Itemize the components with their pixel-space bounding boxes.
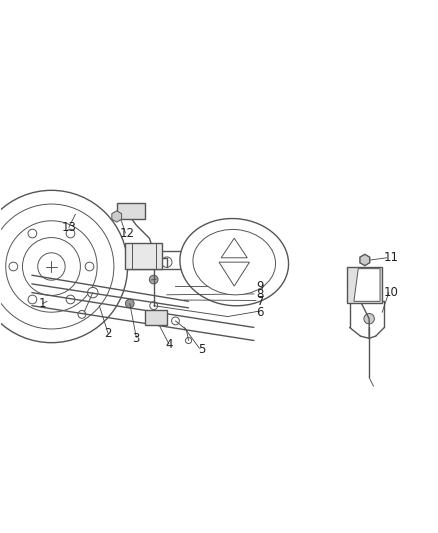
Circle shape — [189, 277, 196, 284]
Text: 12: 12 — [120, 228, 135, 240]
Text: 3: 3 — [133, 332, 140, 345]
Circle shape — [124, 206, 135, 216]
Circle shape — [231, 222, 238, 229]
Polygon shape — [347, 266, 382, 303]
Circle shape — [9, 262, 18, 271]
Circle shape — [28, 229, 37, 238]
Text: 11: 11 — [383, 251, 399, 264]
Circle shape — [231, 296, 238, 303]
Circle shape — [364, 313, 374, 324]
Polygon shape — [354, 269, 380, 301]
Circle shape — [85, 262, 94, 271]
Circle shape — [185, 337, 191, 344]
Text: 4: 4 — [165, 338, 173, 351]
Circle shape — [88, 287, 98, 298]
Circle shape — [189, 240, 196, 247]
Polygon shape — [360, 254, 370, 265]
Text: 9: 9 — [257, 280, 264, 293]
Polygon shape — [145, 310, 167, 325]
Circle shape — [362, 272, 368, 278]
Circle shape — [66, 295, 75, 304]
Circle shape — [361, 280, 369, 288]
Text: 7: 7 — [257, 295, 264, 308]
Circle shape — [125, 299, 134, 308]
Circle shape — [362, 257, 368, 263]
Circle shape — [66, 229, 75, 238]
Circle shape — [28, 295, 37, 304]
Text: 8: 8 — [257, 288, 264, 301]
Circle shape — [162, 257, 172, 268]
Ellipse shape — [193, 229, 276, 295]
Circle shape — [272, 240, 279, 247]
Circle shape — [0, 190, 127, 343]
Polygon shape — [125, 243, 162, 269]
Circle shape — [78, 310, 86, 318]
Text: 10: 10 — [384, 286, 398, 299]
Circle shape — [172, 317, 180, 325]
Text: 6: 6 — [257, 306, 264, 319]
Circle shape — [157, 314, 164, 321]
Text: 5: 5 — [198, 343, 205, 356]
Circle shape — [22, 238, 81, 295]
Circle shape — [148, 314, 155, 321]
Circle shape — [38, 253, 65, 280]
Circle shape — [150, 302, 158, 310]
Circle shape — [0, 204, 114, 329]
Polygon shape — [112, 211, 122, 222]
Circle shape — [6, 221, 97, 312]
Text: 1: 1 — [39, 297, 46, 310]
Ellipse shape — [180, 219, 289, 306]
Circle shape — [149, 275, 158, 284]
Circle shape — [272, 277, 279, 284]
Text: 13: 13 — [61, 221, 76, 234]
Text: 2: 2 — [104, 327, 112, 341]
Polygon shape — [117, 204, 145, 219]
